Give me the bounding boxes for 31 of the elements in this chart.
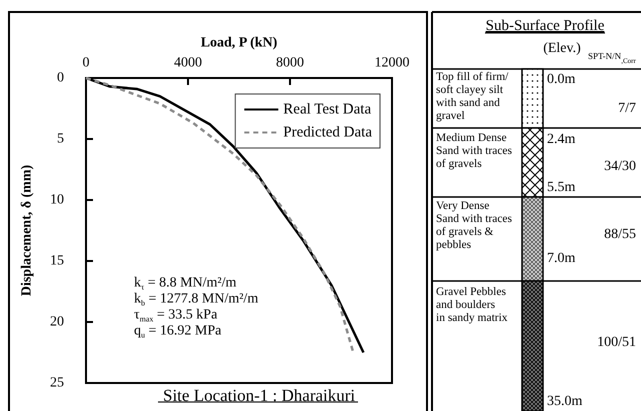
y-axis-title: Displacement, δ (mm) (20, 164, 34, 296)
text: 7/7 (618, 101, 636, 116)
legend-label: Real Test Data (283, 102, 372, 118)
x-tick-label: 8000 (276, 56, 304, 70)
y-tick-label: 10 (50, 192, 64, 208)
text: Very Dense Sand with traces of gravels & pebbles (436, 200, 513, 251)
text: Top fill of firm/ soft clayey silt with sand and gravel (436, 71, 510, 122)
text: 88/55 (604, 227, 636, 242)
text: Gravel Pebbles and boulders in sandy matrix (436, 286, 508, 324)
text: 34/30 (604, 159, 636, 174)
text: 2.4m (547, 132, 576, 147)
text: 100/51 (597, 335, 636, 350)
x-tick-label: 4000 (174, 56, 202, 70)
y-tick-label: 5 (57, 132, 64, 146)
text: SPT-N/N$_{,Corr}$ (588, 51, 636, 65)
text: 0.0m (547, 72, 576, 87)
y-tick-label: 15 (50, 254, 64, 268)
text: 5.5m (547, 180, 576, 195)
x-tick-label: 12000 (374, 56, 410, 70)
text: (Elev.) (543, 41, 582, 56)
text: 35.0m (547, 394, 582, 409)
y-tick-label: 20 (50, 314, 64, 330)
x-tick-label: 0 (82, 56, 90, 70)
y-tick-label: 25 (50, 376, 64, 390)
y-tick-label: 0 (57, 70, 64, 86)
x-axis-title: Load, P (kN) (200, 36, 278, 50)
text: Sub-Surface Profile (486, 18, 605, 34)
text: Site Location-1 : Dharaikuri (163, 386, 356, 405)
text: Medium Dense Sand with traces of gravels (436, 132, 513, 170)
legend-label: Predicted Data (283, 124, 372, 140)
text: 7.0m (547, 251, 576, 266)
